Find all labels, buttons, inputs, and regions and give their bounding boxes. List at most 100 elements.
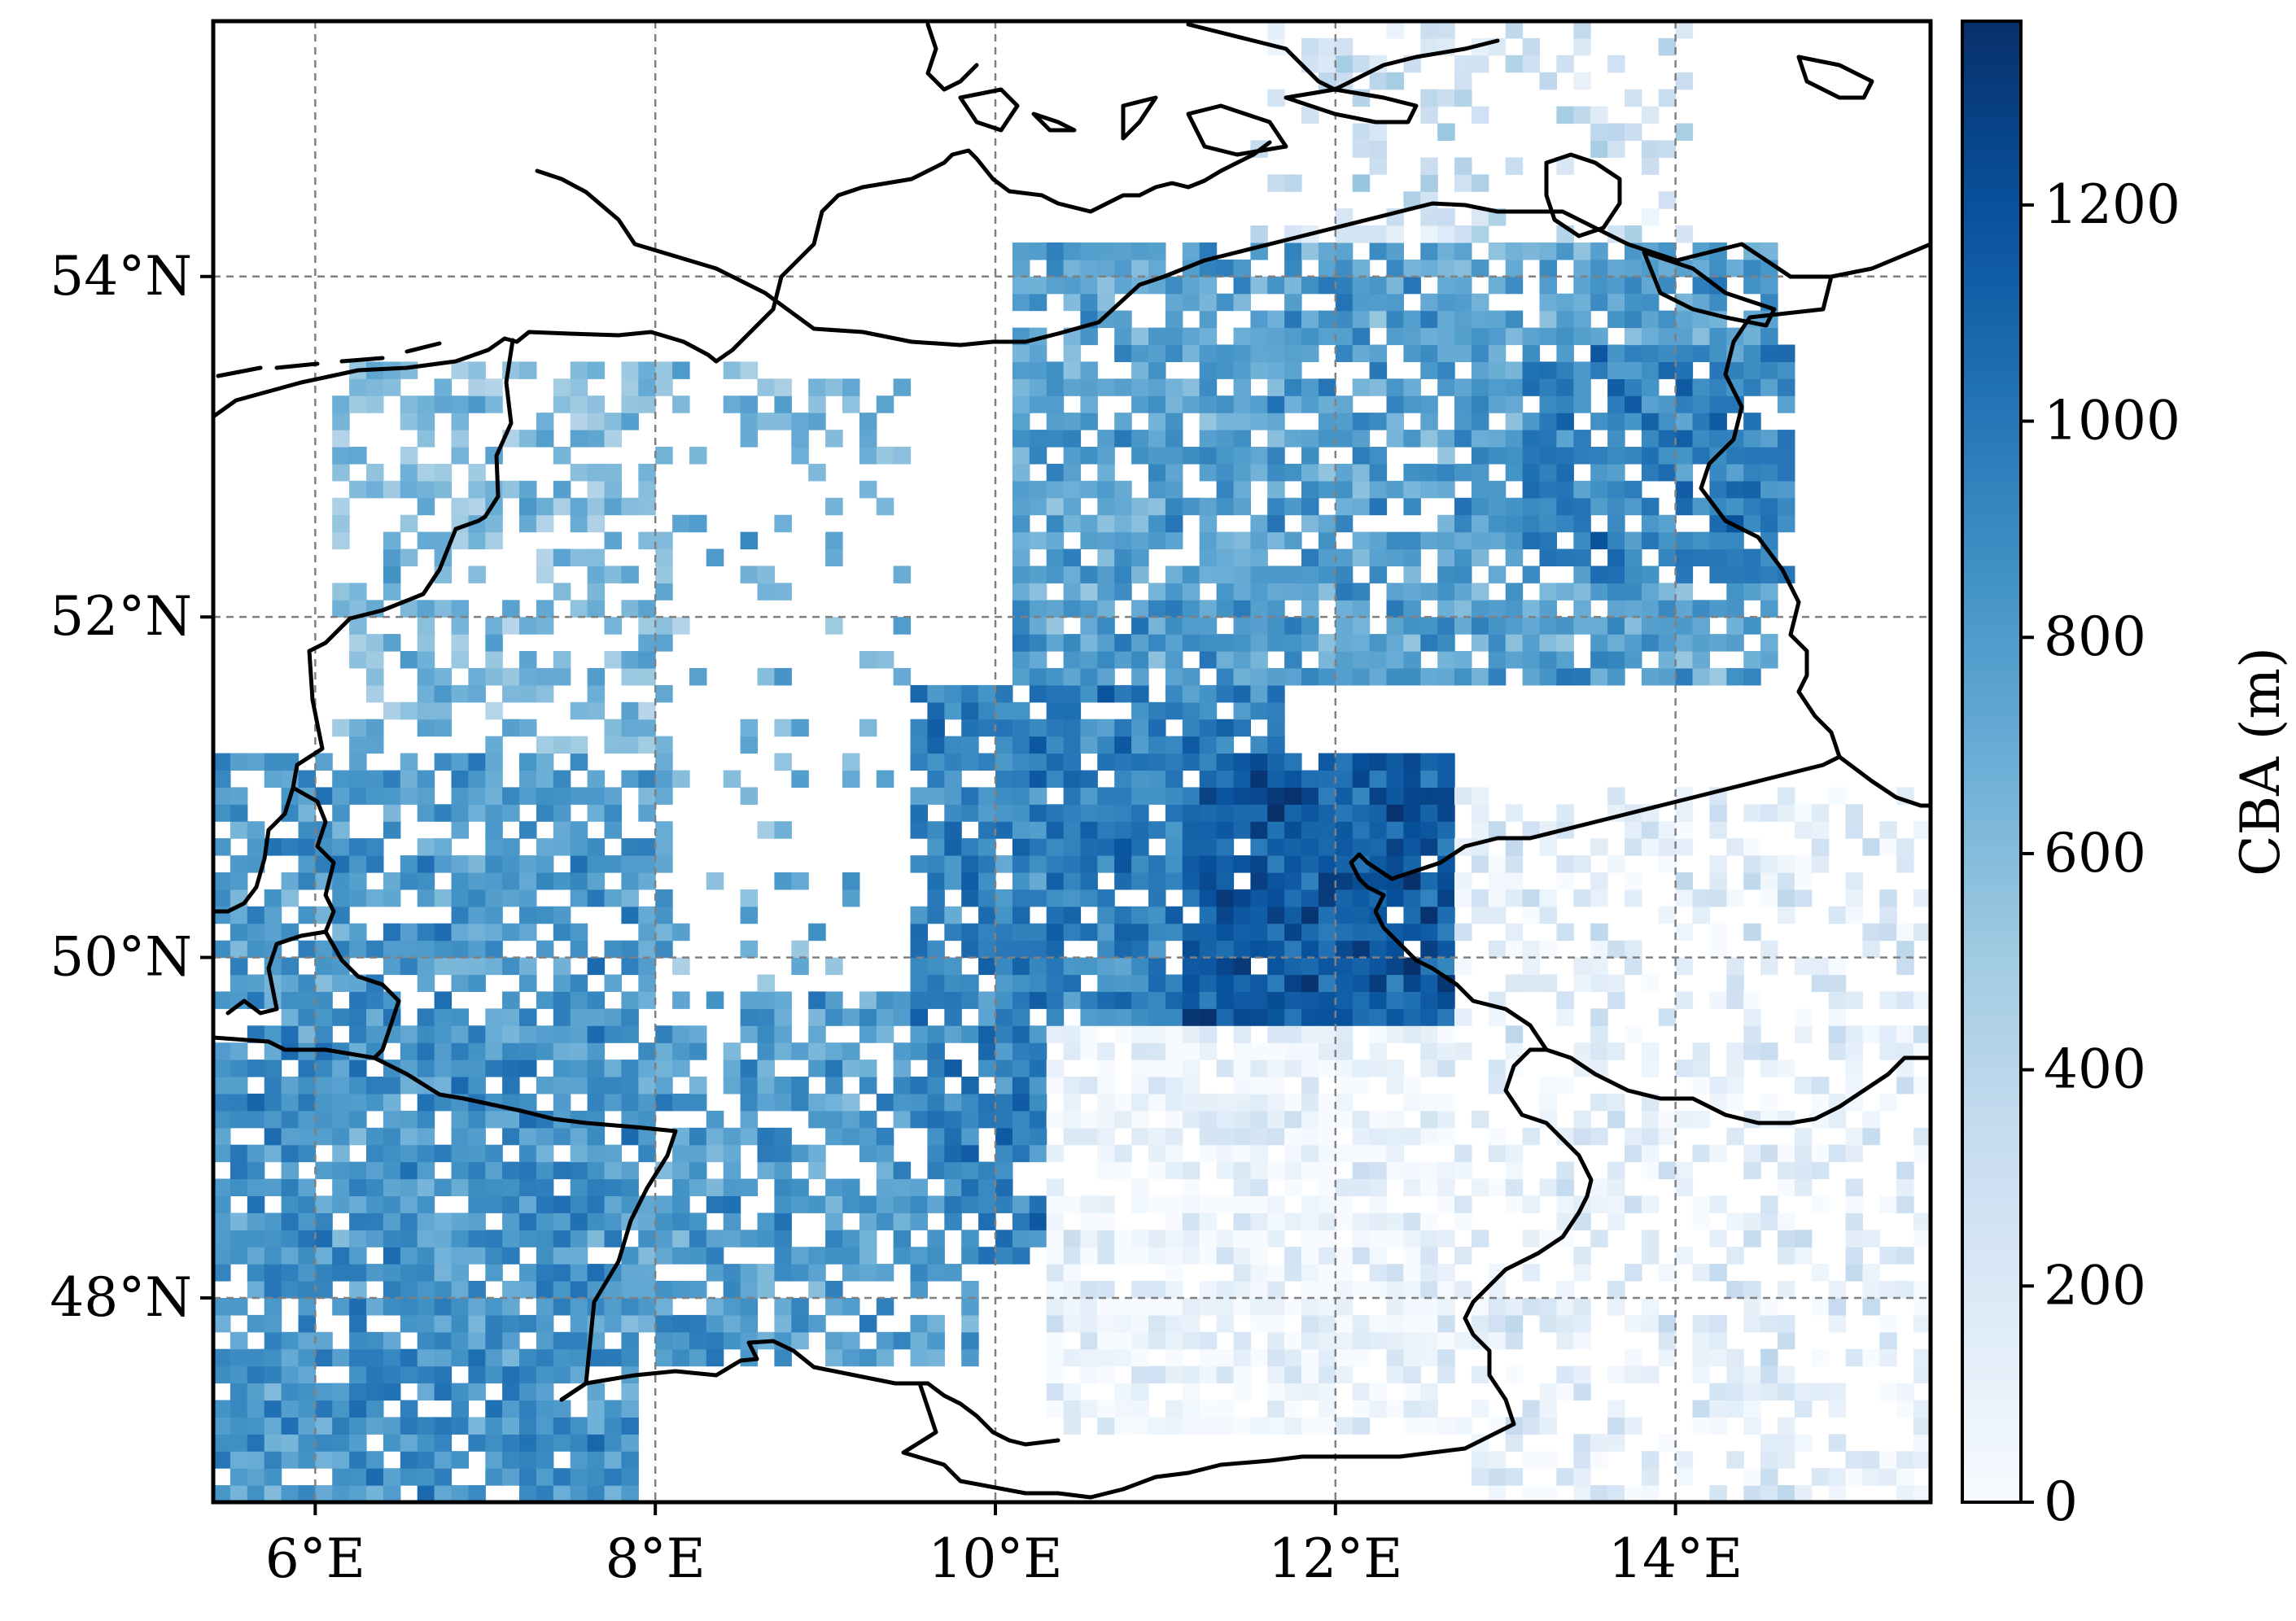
heatmap-cell xyxy=(1590,463,1608,482)
heatmap-cell xyxy=(1301,889,1319,907)
heatmap-cell xyxy=(587,1383,606,1401)
heatmap-cell xyxy=(1216,1144,1235,1163)
heatmap-cell xyxy=(1029,1110,1047,1129)
heatmap-cell xyxy=(1182,838,1200,856)
heatmap-cell xyxy=(638,1298,656,1316)
heatmap-cell xyxy=(621,378,639,396)
heatmap-cell xyxy=(1114,872,1132,890)
heatmap-cell xyxy=(1471,617,1489,635)
heatmap-cell xyxy=(1233,259,1251,277)
heatmap-cell xyxy=(502,600,520,618)
heatmap-cell xyxy=(1607,447,1625,465)
heatmap-cell xyxy=(638,991,656,1009)
heatmap-cell xyxy=(621,957,639,976)
heatmap-cell xyxy=(434,1314,453,1333)
heatmap-cell xyxy=(1080,667,1098,686)
heatmap-cell xyxy=(1539,378,1557,396)
heatmap-cell xyxy=(1607,1161,1625,1180)
heatmap-cell xyxy=(1148,242,1166,260)
heatmap-cell xyxy=(1658,548,1677,566)
heatmap-cell xyxy=(315,1434,333,1452)
heatmap-cell xyxy=(230,855,248,873)
heatmap-cell xyxy=(1233,1008,1251,1026)
heatmap-cell xyxy=(1488,600,1507,618)
heatmap-cell xyxy=(1233,855,1251,873)
heatmap-cell xyxy=(519,957,537,976)
heatmap-cell xyxy=(1216,430,1235,448)
heatmap-cell xyxy=(1437,651,1455,669)
heatmap-cell xyxy=(553,1247,571,1265)
heatmap-cell xyxy=(349,1451,367,1469)
heatmap-cell xyxy=(1216,940,1235,959)
heatmap-cell xyxy=(1335,1314,1354,1333)
heatmap-cell xyxy=(1454,1008,1472,1026)
heatmap-cell xyxy=(536,566,554,583)
heatmap-cell xyxy=(1301,430,1319,448)
heatmap-cell xyxy=(1097,838,1115,856)
heatmap-cell xyxy=(1471,106,1489,125)
heatmap-cell xyxy=(1369,361,1388,379)
heatmap-cell xyxy=(553,651,571,669)
heatmap-cell xyxy=(604,651,622,669)
heatmap-cell xyxy=(1352,1383,1371,1401)
heatmap-cell xyxy=(604,1060,622,1077)
heatmap-cell xyxy=(1165,1400,1183,1418)
heatmap-cell xyxy=(1131,736,1149,754)
heatmap-cell xyxy=(961,804,979,822)
heatmap-cell xyxy=(706,1178,724,1196)
heatmap-cell xyxy=(1778,361,1795,379)
heatmap-cell xyxy=(1437,667,1455,686)
heatmap-cell xyxy=(298,1331,316,1350)
heatmap-cell xyxy=(587,1468,606,1486)
heatmap-cell xyxy=(485,1144,503,1163)
heatmap-cell xyxy=(417,1485,435,1502)
heatmap-cell xyxy=(876,1178,894,1196)
heatmap-cell xyxy=(247,1314,265,1333)
heatmap-cell xyxy=(468,1298,486,1316)
heatmap-cell xyxy=(1046,514,1065,533)
heatmap-cell xyxy=(1012,1195,1030,1213)
heatmap-cell xyxy=(213,1485,231,1502)
heatmap-cell xyxy=(1063,583,1082,601)
heatmap-cell xyxy=(1131,719,1149,737)
heatmap-cell xyxy=(536,1212,554,1230)
heatmap-cell xyxy=(1012,497,1030,516)
heatmap-cell xyxy=(383,531,401,550)
heatmap-cell xyxy=(468,770,486,788)
heatmap-cell xyxy=(1335,1008,1354,1026)
heatmap-cell xyxy=(1573,37,1591,56)
heatmap-cell xyxy=(1625,838,1642,856)
heatmap-cell xyxy=(1726,1451,1744,1469)
heatmap-cell xyxy=(213,1451,231,1469)
heatmap-cell xyxy=(1420,1093,1438,1112)
heatmap-cell xyxy=(1046,395,1065,413)
heatmap-cell xyxy=(1471,855,1489,873)
heatmap-cell xyxy=(808,463,826,482)
heatmap-cell xyxy=(1386,787,1404,805)
heatmap-cell xyxy=(621,991,639,1009)
heatmap-cell xyxy=(400,1298,418,1316)
heatmap-cell xyxy=(1301,838,1319,856)
heatmap-cell xyxy=(1931,1468,1948,1486)
heatmap-cell xyxy=(825,1348,843,1367)
heatmap-cell xyxy=(417,719,435,737)
heatmap-cell xyxy=(1284,361,1302,379)
heatmap-cell xyxy=(366,1348,384,1367)
heatmap-cell xyxy=(400,1144,418,1163)
heatmap-cell xyxy=(1539,1417,1557,1435)
heatmap-cell xyxy=(1454,225,1472,243)
heatmap-cell xyxy=(1352,55,1371,73)
heatmap-cell xyxy=(604,1077,622,1095)
heatmap-cell xyxy=(910,1042,928,1060)
heatmap-cell xyxy=(1420,89,1438,107)
heatmap-cell xyxy=(621,1348,639,1367)
heatmap-cell xyxy=(1454,548,1472,566)
heatmap-cell xyxy=(1369,940,1388,959)
heatmap-cell xyxy=(1879,821,1897,839)
heatmap-cell xyxy=(315,1008,333,1026)
heatmap-cell xyxy=(1641,1485,1660,1502)
heatmap-cell xyxy=(723,361,741,379)
heatmap-cell xyxy=(264,1468,282,1486)
heatmap-cell xyxy=(1658,463,1677,482)
heatmap-cell xyxy=(417,1298,435,1316)
